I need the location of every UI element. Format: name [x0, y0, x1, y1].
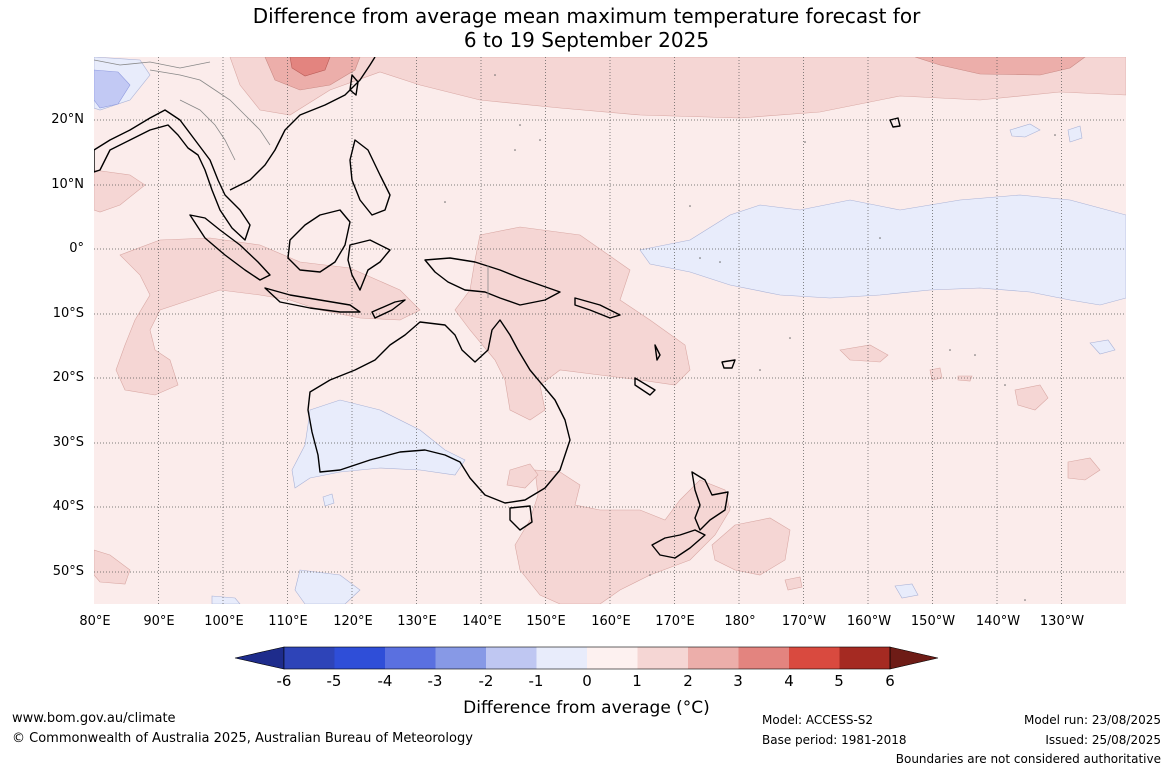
- model-text: Model: ACCESS-S2: [762, 713, 874, 727]
- chart-title: Difference from average mean maximum tem…: [0, 4, 1173, 52]
- vanuatu-coastline: [654, 344, 661, 361]
- lat-label: 40°S: [52, 499, 84, 514]
- sumatra-coastline: [189, 214, 271, 281]
- mainland-asia-coastline: [94, 109, 251, 241]
- colorbar-outline: [283, 646, 891, 670]
- lat-label: 20°N: [51, 112, 84, 127]
- lon-label: 170°E: [655, 614, 695, 629]
- colorbar-segment: [385, 647, 436, 669]
- colorbar-tick: -3: [427, 672, 443, 690]
- lat-label: 20°S: [52, 370, 84, 385]
- colorbar-tick: 4: [784, 672, 794, 690]
- colorbar-segment: [587, 647, 638, 669]
- lon-label: 130°W: [1039, 614, 1085, 629]
- anomaly-neg-1-2-regions: [94, 69, 131, 109]
- lon-label: 80°E: [79, 614, 111, 629]
- colorbar-segment: [284, 647, 335, 669]
- model-run-text: Model run: 23/08/2025: [1023, 713, 1161, 727]
- colorbar-tick: 6: [885, 672, 895, 690]
- colorbar-segment: [637, 647, 688, 669]
- colorbar-tick: 3: [733, 672, 743, 690]
- philippines-coastline: [349, 139, 391, 216]
- nz-north-island-coastline: [691, 471, 729, 531]
- lat-label: 10°S: [52, 306, 84, 321]
- taiwan-coastline: [349, 74, 359, 96]
- sulawesi-coastline: [347, 239, 391, 291]
- lat-label: 50°S: [52, 564, 84, 579]
- new-caledonia-coastline: [634, 377, 656, 396]
- anomaly-1-2-regions: [94, 57, 1126, 604]
- anomaly-neg-0-1-regions: [94, 57, 1126, 604]
- colorbar-tick: -4: [377, 672, 393, 690]
- country-borders: [94, 59, 489, 298]
- lon-label: 180°: [724, 614, 756, 629]
- colorbar-tick: 2: [683, 672, 693, 690]
- lon-label: 170°W: [781, 614, 827, 629]
- lat-label: 10°N: [51, 177, 84, 192]
- lon-label: 150°E: [526, 614, 566, 629]
- lon-label: 90°E: [143, 614, 175, 629]
- lon-label: 140°E: [462, 614, 502, 629]
- colorbar-segment: [486, 647, 537, 669]
- colorbar-segment: [435, 647, 486, 669]
- colorbar-segment: [334, 647, 385, 669]
- colorbar-tick: -5: [326, 672, 342, 690]
- java-coastline: [264, 287, 361, 313]
- colorbar-tick: 1: [632, 672, 642, 690]
- lon-label: 160°W: [846, 614, 892, 629]
- colorbar-tick: -2: [478, 672, 494, 690]
- website-link[interactable]: www.bom.gov.au/climate: [12, 711, 176, 726]
- colorbar: [234, 646, 939, 670]
- lon-label: 110°E: [268, 614, 308, 629]
- issued-text: Issued: 25/08/2025: [1045, 733, 1161, 747]
- lon-label: 120°E: [333, 614, 373, 629]
- anomaly-3-4-regions: [289, 57, 331, 77]
- graticule: [94, 57, 1126, 604]
- lat-label: 0°: [69, 241, 84, 256]
- title-line-2: 6 to 19 September 2025: [463, 28, 710, 52]
- copyright-text: © Commonwealth of Australia 2025, Austra…: [12, 731, 473, 746]
- nz-south-island-coastline: [651, 529, 706, 559]
- lon-label: 160°E: [591, 614, 631, 629]
- tasmania-coastline: [509, 505, 533, 531]
- fiji-coastline: [721, 359, 736, 369]
- small-islands: [444, 74, 1056, 601]
- australia-coastline: [307, 319, 571, 504]
- colorbar-high-extension: [889, 646, 939, 670]
- colorbar-tick: -6: [276, 672, 292, 690]
- coastlines: [94, 57, 901, 559]
- disclaimer-text: Boundaries are not considered authoritat…: [895, 752, 1161, 766]
- solomon-islands-coastline: [574, 297, 621, 319]
- lon-label: 130°E: [397, 614, 437, 629]
- borneo-coastline: [287, 209, 351, 273]
- colorbar-segment: [536, 647, 587, 669]
- timor-coastline: [371, 299, 406, 319]
- colorbar-low-extension: [234, 646, 285, 670]
- colorbar-tick: 5: [834, 672, 844, 690]
- lon-label: 150°W: [910, 614, 956, 629]
- colorbar-label: Difference from average (°C): [463, 698, 710, 718]
- new-guinea-coastline: [424, 257, 561, 306]
- lat-label: 30°S: [52, 435, 84, 450]
- colorbar-tick: 0: [582, 672, 592, 690]
- title-line-1: Difference from average mean maximum tem…: [252, 4, 921, 28]
- lon-label: 100°E: [204, 614, 244, 629]
- colorbar-tick: -1: [528, 672, 544, 690]
- hawaii-coastline: [889, 117, 901, 128]
- vietnam-china-coastline: [229, 57, 376, 191]
- colorbar-segment: [839, 647, 890, 669]
- base-period-text: Base period: 1981-2018: [762, 733, 907, 747]
- lon-label: 140°W: [975, 614, 1021, 629]
- colorbar-segment: [688, 647, 739, 669]
- colorbar-segment: [789, 647, 840, 669]
- colorbar-segment: [738, 647, 789, 669]
